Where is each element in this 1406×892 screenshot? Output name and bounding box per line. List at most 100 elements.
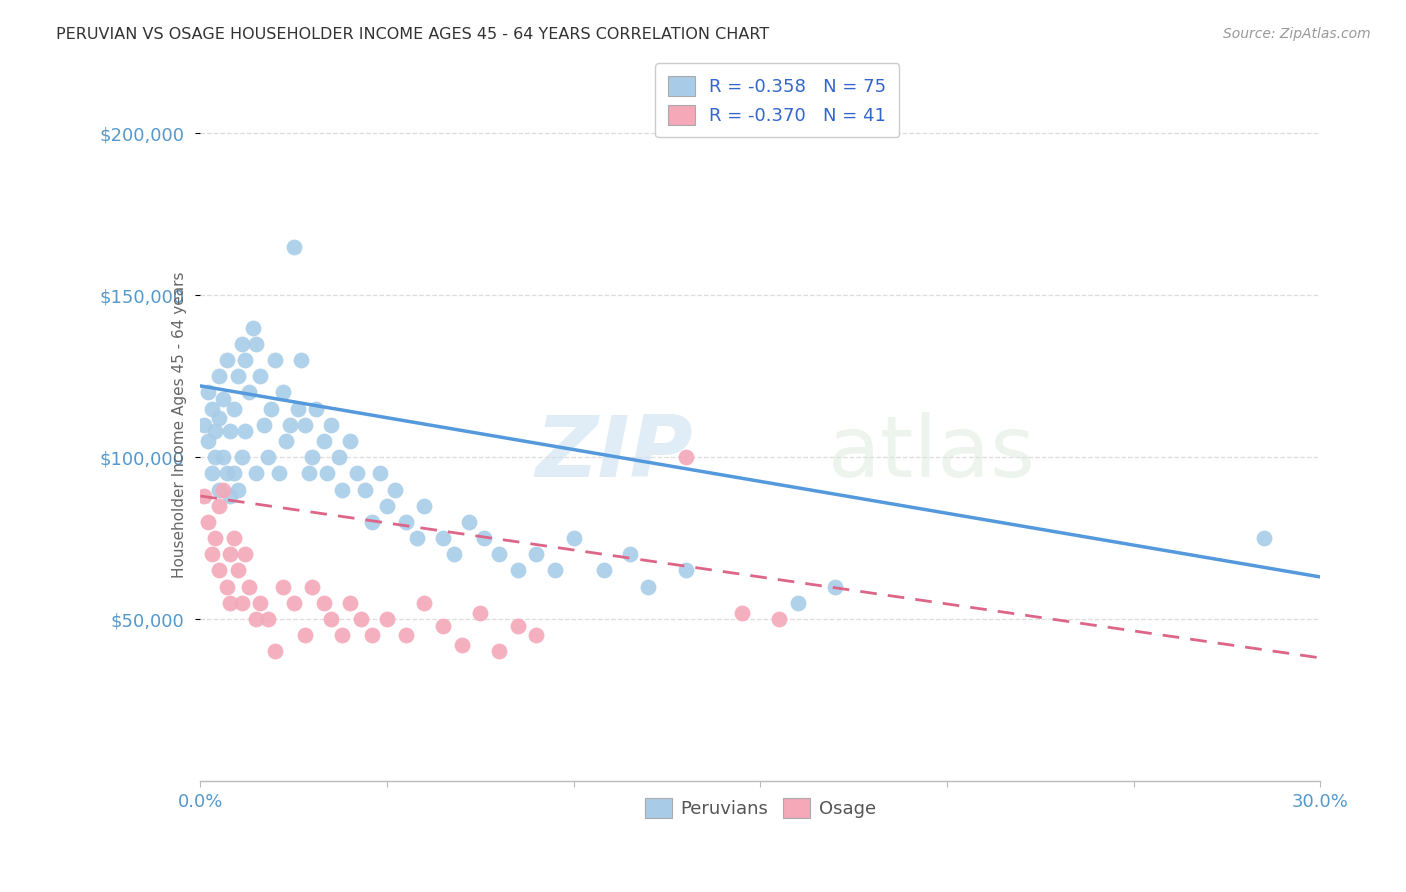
Point xyxy=(226,483,249,497)
Point xyxy=(249,369,271,384)
Point xyxy=(212,483,235,497)
Point xyxy=(488,644,510,658)
Point xyxy=(208,499,231,513)
Point xyxy=(283,240,305,254)
Point xyxy=(305,401,328,416)
Point xyxy=(413,596,436,610)
Point xyxy=(506,564,529,578)
Point xyxy=(204,424,226,438)
Point xyxy=(276,434,298,448)
Point xyxy=(330,628,353,642)
Point xyxy=(233,424,256,438)
Point xyxy=(260,401,283,416)
Point xyxy=(245,612,267,626)
Point xyxy=(406,531,429,545)
Point xyxy=(208,564,231,578)
Point xyxy=(242,320,264,334)
Point xyxy=(675,450,697,464)
Point xyxy=(413,499,436,513)
Point xyxy=(294,417,316,432)
Text: ZIP: ZIP xyxy=(536,412,693,495)
Point xyxy=(201,547,224,561)
Point xyxy=(208,369,231,384)
Point xyxy=(231,450,253,464)
Point xyxy=(375,499,398,513)
Point xyxy=(249,596,271,610)
Point xyxy=(193,489,215,503)
Point xyxy=(301,580,323,594)
Point xyxy=(312,434,335,448)
Point xyxy=(432,531,454,545)
Point xyxy=(488,547,510,561)
Point xyxy=(219,489,242,503)
Point xyxy=(562,531,585,545)
Point xyxy=(458,515,481,529)
Point xyxy=(238,385,260,400)
Point xyxy=(253,417,276,432)
Point xyxy=(197,385,219,400)
Point xyxy=(368,467,391,481)
Point xyxy=(328,450,350,464)
Point xyxy=(271,580,294,594)
Point xyxy=(245,467,267,481)
Point xyxy=(675,564,697,578)
Point xyxy=(526,547,548,561)
Point xyxy=(506,618,529,632)
Point xyxy=(201,401,224,416)
Point xyxy=(197,434,219,448)
Point xyxy=(637,580,659,594)
Point xyxy=(222,401,245,416)
Point xyxy=(219,547,242,561)
Point xyxy=(208,483,231,497)
Point xyxy=(786,596,808,610)
Point xyxy=(395,515,418,529)
Point xyxy=(204,531,226,545)
Point xyxy=(271,385,294,400)
Point xyxy=(193,417,215,432)
Point xyxy=(197,515,219,529)
Point xyxy=(212,450,235,464)
Point xyxy=(395,628,418,642)
Text: atlas: atlas xyxy=(828,412,1036,495)
Point xyxy=(267,467,290,481)
Point xyxy=(256,612,278,626)
Point xyxy=(432,618,454,632)
Point xyxy=(375,612,398,626)
Point xyxy=(245,336,267,351)
Point xyxy=(339,596,361,610)
Point xyxy=(619,547,641,561)
Point xyxy=(312,596,335,610)
Point xyxy=(278,417,301,432)
Point xyxy=(346,467,368,481)
Point xyxy=(450,638,472,652)
Point xyxy=(350,612,373,626)
Legend: Peruvians, Osage: Peruvians, Osage xyxy=(637,791,883,825)
Point xyxy=(321,612,343,626)
Point xyxy=(544,564,567,578)
Point xyxy=(233,547,256,561)
Point xyxy=(384,483,406,497)
Text: PERUVIAN VS OSAGE HOUSEHOLDER INCOME AGES 45 - 64 YEARS CORRELATION CHART: PERUVIAN VS OSAGE HOUSEHOLDER INCOME AGE… xyxy=(56,27,769,42)
Y-axis label: Householder Income Ages 45 - 64 years: Householder Income Ages 45 - 64 years xyxy=(172,271,187,578)
Point xyxy=(298,467,321,481)
Point xyxy=(226,564,249,578)
Point xyxy=(526,628,548,642)
Point xyxy=(353,483,375,497)
Point xyxy=(219,596,242,610)
Point xyxy=(472,531,495,545)
Point xyxy=(208,411,231,425)
Point xyxy=(215,467,238,481)
Point xyxy=(443,547,465,561)
Point xyxy=(592,564,614,578)
Point xyxy=(215,353,238,368)
Point xyxy=(201,467,224,481)
Point xyxy=(212,392,235,406)
Text: Source: ZipAtlas.com: Source: ZipAtlas.com xyxy=(1223,27,1371,41)
Point xyxy=(330,483,353,497)
Point xyxy=(470,606,492,620)
Point xyxy=(768,612,790,626)
Point xyxy=(222,467,245,481)
Point xyxy=(204,450,226,464)
Point xyxy=(238,580,260,594)
Point xyxy=(1253,531,1275,545)
